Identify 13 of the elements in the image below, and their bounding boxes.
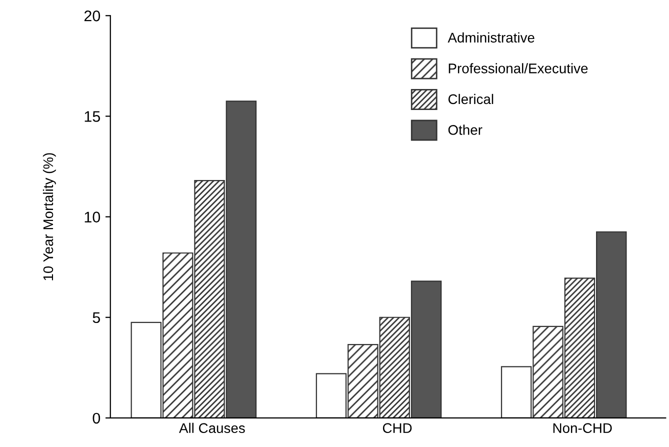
legend-label: Clerical	[448, 94, 494, 104]
legend-label: Administrative	[448, 32, 534, 43]
y-tick-label: 10	[84, 212, 100, 222]
y-tick-label: 5	[92, 312, 100, 324]
y-tick-label: 15	[84, 111, 100, 122]
legend-label: Professional/Executive	[448, 63, 588, 74]
x-tick-label: CHD	[382, 423, 412, 434]
x-tick-label: All Causes	[179, 422, 245, 434]
y-tick-label: 0	[92, 412, 100, 424]
y-tick-label: 20	[84, 10, 100, 22]
legend-label: Other	[448, 124, 482, 135]
y-axis-title: 10 Year Mortality (%)	[42, 153, 56, 280]
x-tick-label: Non-CHD	[553, 423, 612, 434]
